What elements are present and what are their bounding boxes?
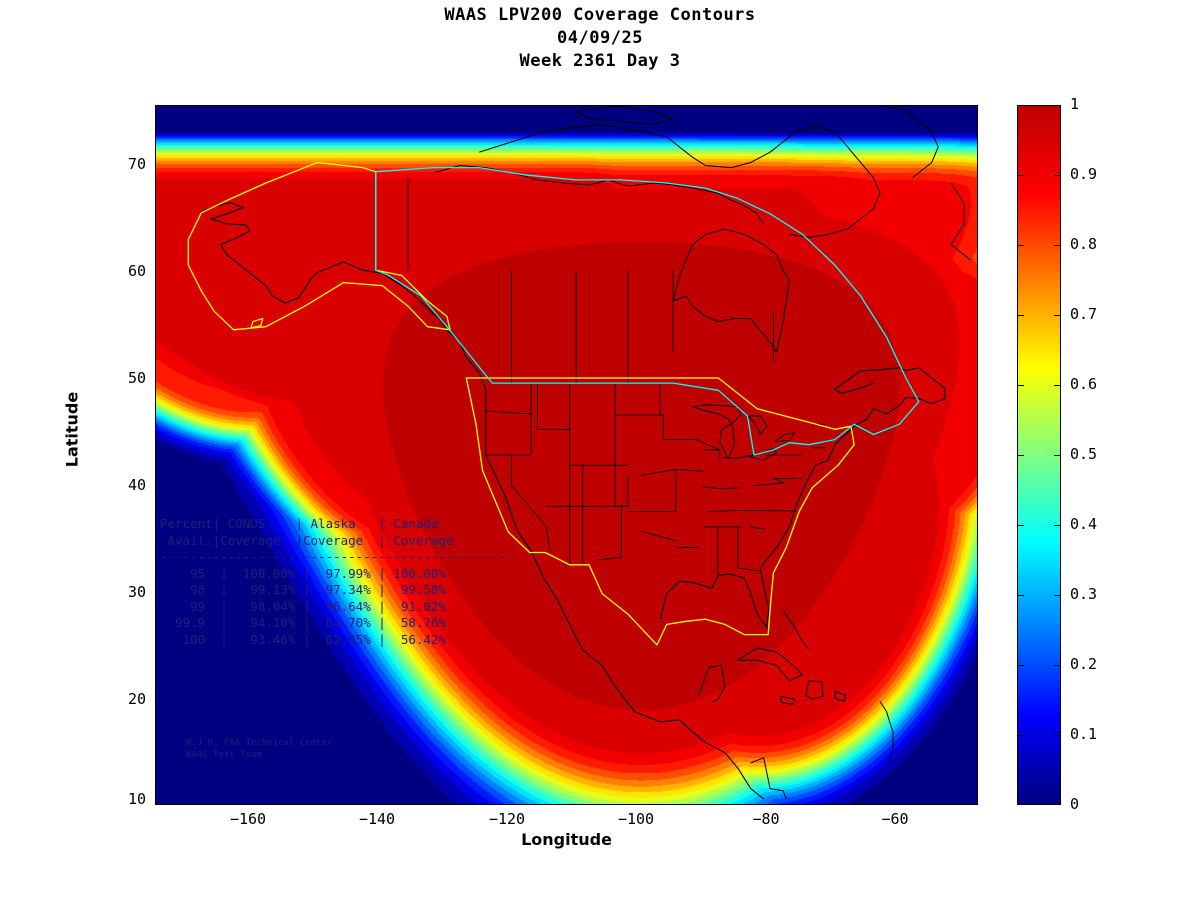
coastline-hudson-bay <box>672 228 790 353</box>
alaska-service-volume <box>187 161 451 331</box>
state-boundary-28 <box>753 482 785 487</box>
chart-title-block: WAAS LPV200 Coverage Contours 04/09/25 W… <box>0 4 1200 73</box>
state-boundary-18 <box>695 439 720 451</box>
colorbar-tickmark <box>1017 595 1024 596</box>
colorbar-tickmark <box>1054 595 1061 596</box>
state-boundary-26 <box>750 526 766 530</box>
ytick-50: 50 <box>127 369 146 387</box>
colorbar-tickmark <box>1054 175 1061 176</box>
coastline-arctic-islands <box>479 124 881 238</box>
colorbar-tickmark <box>1017 315 1024 316</box>
coastline-hispaniola <box>805 680 824 700</box>
y-axis-label: Latitude <box>62 391 82 468</box>
colorbar-tickmark <box>1017 665 1024 666</box>
state-boundary-0 <box>485 410 531 415</box>
state-boundary-37 <box>698 408 719 415</box>
coastline-greenland-south <box>950 182 971 261</box>
state-boundary-19 <box>701 486 740 490</box>
conus-service-volume <box>465 377 855 646</box>
colorbar-tick-0-6: 0.6 <box>1070 375 1098 393</box>
x-axis-label: Longitude <box>521 830 612 849</box>
coastline-west <box>201 201 765 800</box>
great-lake-ontario <box>774 431 796 443</box>
state-boundary-27 <box>742 509 798 512</box>
xtick--60: −60 <box>881 810 909 828</box>
state-boundary-3 <box>536 383 570 430</box>
coverage-field-canvas <box>156 106 977 804</box>
colorbar-tickmark <box>1054 455 1061 456</box>
ytick-40: 40 <box>127 476 146 494</box>
title-line-2: 04/09/25 <box>557 28 643 48</box>
coastline-jamaica <box>780 695 796 705</box>
great-lakes-superior-michigan <box>692 404 742 459</box>
coastline-yucatan <box>698 664 726 703</box>
xtick--100: −100 <box>617 810 655 828</box>
colorbar-tickmark <box>1017 735 1024 736</box>
state-boundary-14 <box>640 530 678 542</box>
colorbar-tickmark <box>1054 315 1061 316</box>
alaska-service-volume-island <box>250 317 264 329</box>
colorbar-tick-1: 1 <box>1070 95 1080 113</box>
ytick-10: 10 <box>127 790 146 808</box>
colorbar-tickmark <box>1054 665 1061 666</box>
colorbar-tickmark <box>1017 385 1024 386</box>
colorbar-tick-0-5: 0.5 <box>1070 445 1098 463</box>
colorbar-tick-0: 0 <box>1070 795 1080 813</box>
colorbar-tick-0-3: 0.3 <box>1070 585 1098 603</box>
colorbar-tickmark <box>1054 385 1061 386</box>
colorbar-tickmark <box>1017 175 1024 176</box>
coastline-arctic-mainland <box>433 165 765 225</box>
ytick-30: 30 <box>127 583 146 601</box>
colorbar-tickmark <box>1054 735 1061 736</box>
state-boundary-44 <box>773 478 785 484</box>
coastline-greenland <box>886 106 939 179</box>
state-boundary-25 <box>737 567 761 572</box>
colorbar-tickmark <box>1017 525 1024 526</box>
colorbar-gradient <box>1018 106 1060 804</box>
colorbar-tickmark <box>1054 525 1061 526</box>
coastline-lesser-antilles <box>879 701 894 762</box>
state-boundary-15 <box>663 413 698 441</box>
state-boundary-17 <box>675 468 705 472</box>
colorbar-tick-0-9: 0.9 <box>1070 165 1098 183</box>
coastline-east <box>659 367 946 628</box>
coastline-panama <box>750 757 787 800</box>
coastline-bahamas <box>782 610 810 651</box>
coastline-puerto-rico <box>834 690 847 702</box>
coverage-stats-table: Percent| CONUS | Alaska | Canada Avail.|… <box>160 516 507 647</box>
colorbar-tick-0-2: 0.2 <box>1070 655 1098 673</box>
credit-text: W.J.H. FAA Technical Center WAAS Test Te… <box>186 738 333 760</box>
state-boundary-8 <box>511 455 547 528</box>
state-boundary-12 <box>640 468 676 476</box>
state-boundary-42 <box>598 557 622 561</box>
colorbar-tick-0-8: 0.8 <box>1070 235 1098 253</box>
state-boundary-20 <box>708 509 740 512</box>
colorbar-tick-0-7: 0.7 <box>1070 305 1098 323</box>
colorbar-tickmark <box>1017 455 1024 456</box>
geography-overlay <box>187 106 971 800</box>
great-lake-huron <box>747 415 768 435</box>
coastline-island-north <box>575 106 674 125</box>
colorbar-tick-0-1: 0.1 <box>1070 725 1098 743</box>
coastline-cuba <box>737 647 803 682</box>
coverage-map-plot <box>155 105 978 805</box>
ytick-70: 70 <box>127 155 146 173</box>
state-boundary-41 <box>546 526 551 553</box>
canada-service-volume <box>375 166 920 456</box>
title-line-1: WAAS LPV200 Coverage Contours <box>444 5 756 25</box>
title-line-3: Week 2361 Day 3 <box>519 51 681 71</box>
xtick--120: −120 <box>488 810 526 828</box>
xtick--140: −140 <box>358 810 396 828</box>
ytick-60: 60 <box>127 262 146 280</box>
colorbar-tickmark <box>1054 245 1061 246</box>
ytick-20: 20 <box>127 690 146 708</box>
colorbar-tick-0-4: 0.4 <box>1070 515 1098 533</box>
xtick--160: −160 <box>229 810 267 828</box>
xtick--80: −80 <box>752 810 780 828</box>
colorbar-tickmark <box>1017 245 1024 246</box>
